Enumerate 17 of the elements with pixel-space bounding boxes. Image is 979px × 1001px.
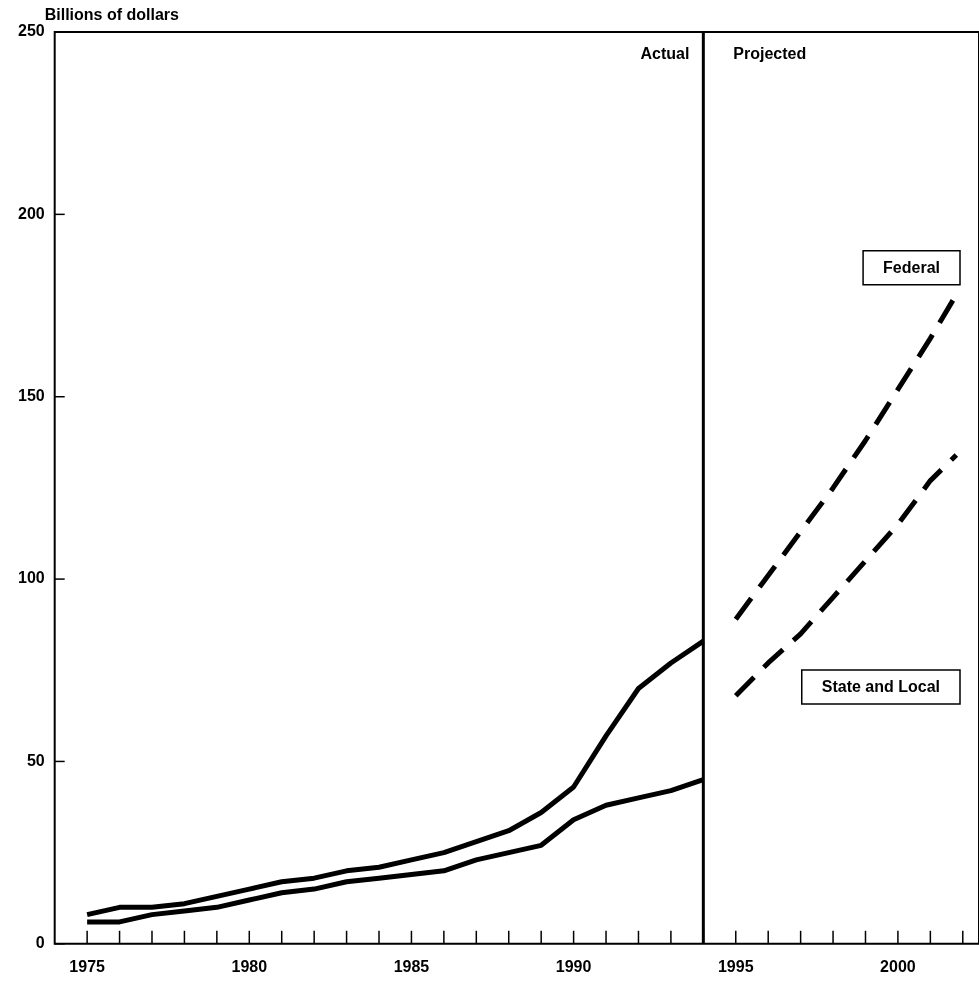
y-tick-label: 250 [17, 22, 45, 40]
x-tick-label: 1990 [555, 957, 592, 975]
y-tick-label: 50 [26, 751, 45, 769]
text: State and Local [821, 678, 940, 696]
x-tick-label: 2000 [880, 957, 916, 975]
ref-line-label: Actual [640, 45, 690, 63]
x-tick-label: 1985 [393, 957, 430, 975]
series-label: Federal [883, 259, 940, 277]
annotation: Projected [733, 45, 807, 63]
x-tick-label: 1980 [231, 957, 268, 975]
y-tick-label: 150 [17, 387, 45, 405]
x-tick-label: 1995 [717, 957, 754, 975]
y-tick-label: 200 [17, 204, 45, 222]
y-tick-label: 100 [17, 569, 45, 587]
y-axis-title: Billions of dollars [44, 6, 180, 24]
x-tick-label: 1975 [69, 957, 106, 975]
y-tick-label: 0 [35, 934, 45, 952]
